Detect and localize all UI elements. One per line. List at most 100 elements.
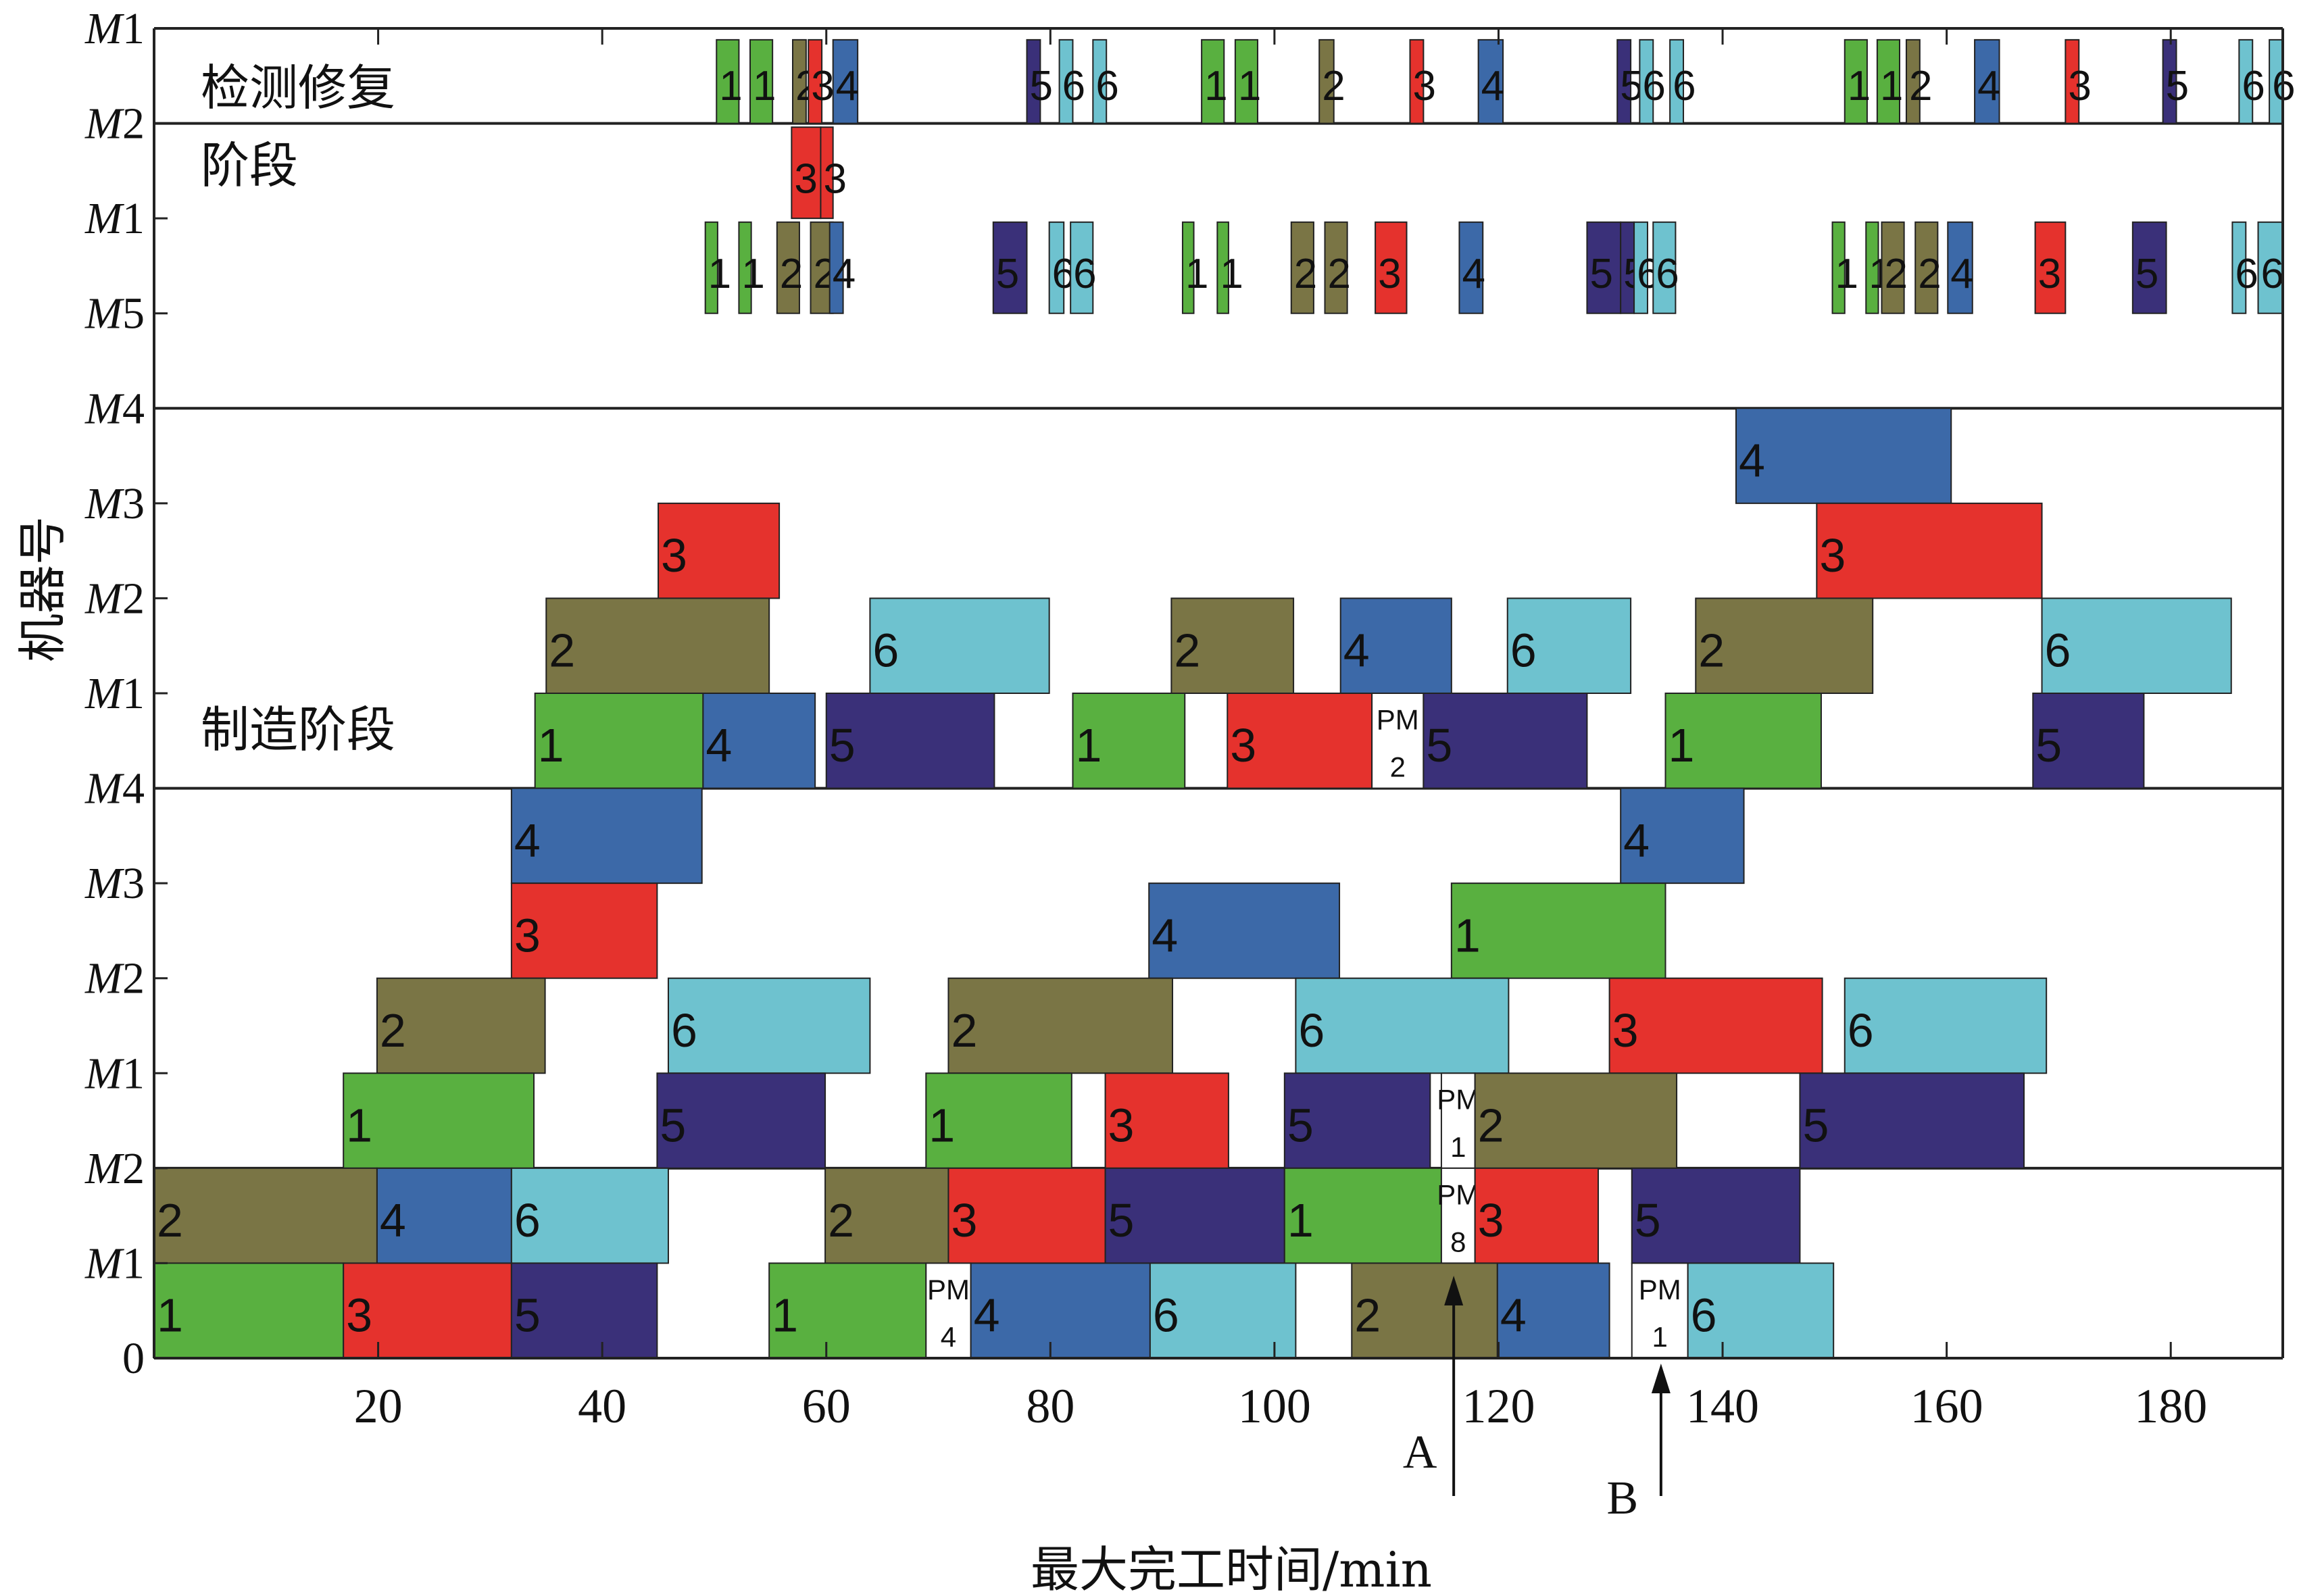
job-label-13-6: 6 xyxy=(1153,1289,1179,1342)
job-bar-10-3 xyxy=(1295,977,1510,1074)
job-label-2-23: 3 xyxy=(2038,251,2061,297)
job-label-11-3: 3 xyxy=(1108,1099,1135,1151)
job-label-5-0: 3 xyxy=(661,529,687,582)
job-bar-2-1 xyxy=(738,221,752,314)
job-bar-0-12 xyxy=(1477,39,1504,124)
y-tick-letter-1: M xyxy=(84,99,125,149)
job-label-2-4: 4 xyxy=(833,251,856,297)
job-label-13-1: 3 xyxy=(346,1289,372,1342)
annotation-layer: AB xyxy=(1403,1276,1671,1524)
pm-number-11-5: 1 xyxy=(1450,1131,1466,1163)
job-bar-10-5 xyxy=(1844,977,2048,1074)
job-bar-13-1 xyxy=(343,1262,512,1360)
job-label-7-3: 1 xyxy=(1075,719,1102,772)
y-tick-number-5: 3 xyxy=(122,479,145,528)
job-bar-0-7 xyxy=(1092,39,1108,124)
pm-number-13-4: 4 xyxy=(941,1321,956,1353)
job-bar-0-18 xyxy=(1905,39,1921,124)
job-label-10-1: 6 xyxy=(671,1004,697,1057)
job-bar-11-6 xyxy=(1474,1072,1678,1169)
job-label-2-22: 4 xyxy=(1950,251,1973,297)
job-bar-0-6 xyxy=(1058,39,1074,124)
job-bar-2-20 xyxy=(1881,221,1905,314)
y-tick-letter-5: M xyxy=(84,479,125,528)
job-label-13-10: 6 xyxy=(1691,1289,1717,1342)
job-bar-7-6 xyxy=(1423,693,1588,789)
job-label-13-5: 4 xyxy=(974,1289,1000,1342)
job-label-8-1: 4 xyxy=(1623,814,1650,867)
job-label-0-6: 6 xyxy=(1062,63,1085,109)
job-label-7-8: 5 xyxy=(2035,719,2062,772)
job-label-2-25: 6 xyxy=(2235,251,2258,297)
job-label-11-7: 5 xyxy=(1802,1099,1829,1151)
job-bar-2-18 xyxy=(1831,221,1846,314)
job-label-1-1: 3 xyxy=(823,155,846,202)
job-label-11-4: 5 xyxy=(1287,1099,1314,1151)
x-tick-label-7: 160 xyxy=(1910,1379,1983,1433)
job-bar-9-2 xyxy=(1450,882,1666,979)
job-label-2-9: 1 xyxy=(1220,251,1243,297)
job-label-0-4: 4 xyxy=(836,63,859,109)
job-bar-2-14 xyxy=(1586,221,1622,314)
y-tick-letter-6: M xyxy=(84,574,125,623)
job-label-10-3: 6 xyxy=(1298,1004,1325,1057)
y-tick-number-14: 0 xyxy=(122,1334,145,1383)
job-label-2-8: 1 xyxy=(1185,251,1208,297)
job-label-2-12: 3 xyxy=(1378,251,1401,297)
y-tick-number-13: 1 xyxy=(122,1239,145,1288)
job-label-12-8: 3 xyxy=(1478,1194,1504,1247)
job-label-2-18: 1 xyxy=(1835,251,1858,297)
job-label-11-6: 2 xyxy=(1478,1099,1504,1151)
x-tick-label-8: 180 xyxy=(2134,1379,2207,1433)
job-label-0-11: 3 xyxy=(1413,63,1436,109)
job-bar-0-22 xyxy=(2238,39,2254,124)
y-tick-label-3: M5 xyxy=(84,289,145,339)
job-bar-0-19 xyxy=(1974,39,2000,124)
job-bar-2-19 xyxy=(1865,221,1879,314)
job-bar-6-3 xyxy=(1339,597,1452,695)
job-label-11-2: 1 xyxy=(929,1099,955,1151)
job-bar-2-13 xyxy=(1458,221,1484,314)
job-bar-7-4 xyxy=(1227,693,1373,789)
x-tick-label-2: 60 xyxy=(802,1379,851,1433)
annotation-label-A: A xyxy=(1403,1426,1437,1478)
x-tick-label-4: 100 xyxy=(1238,1379,1311,1433)
job-label-0-22: 6 xyxy=(2242,63,2265,109)
y-tick-label-6: M2 xyxy=(84,574,145,623)
job-label-6-1: 6 xyxy=(872,624,899,677)
job-bar-2-25 xyxy=(2231,221,2247,314)
job-label-5-1: 3 xyxy=(1819,529,1846,582)
job-label-9-0: 3 xyxy=(514,909,541,962)
y-tick-letter-0: M xyxy=(84,4,125,53)
job-label-0-8: 1 xyxy=(1204,63,1227,109)
job-bar-0-21 xyxy=(2162,39,2177,124)
job-bar-0-0 xyxy=(716,39,740,124)
job-label-2-7: 6 xyxy=(1073,251,1096,297)
job-bar-13-10 xyxy=(1687,1262,1835,1360)
y-tick-letter-3: M xyxy=(84,289,125,339)
job-label-2-17: 6 xyxy=(1656,251,1679,297)
job-label-2-14: 5 xyxy=(1589,251,1612,297)
job-bar-6-2 xyxy=(1170,597,1295,695)
job-label-10-4: 3 xyxy=(1612,1004,1639,1057)
job-bar-2-16 xyxy=(1633,221,1648,314)
job-bar-2-21 xyxy=(1914,221,1939,314)
job-bar-0-16 xyxy=(1844,39,1868,124)
job-label-9-1: 4 xyxy=(1152,909,1178,962)
job-bar-7-8 xyxy=(2032,693,2145,789)
job-bar-12-0 xyxy=(153,1167,378,1264)
job-bar-11-2 xyxy=(925,1072,1072,1169)
job-label-0-7: 6 xyxy=(1095,63,1118,109)
y-tick-number-9: 3 xyxy=(122,859,145,908)
pm-label-12-7: PM xyxy=(1437,1178,1479,1210)
job-label-2-0: 1 xyxy=(708,251,731,297)
job-bar-11-4 xyxy=(1283,1072,1431,1169)
y-tick-label-5: M3 xyxy=(84,479,145,528)
y-tick-number-10: 2 xyxy=(122,954,145,1003)
job-label-0-0: 1 xyxy=(719,63,742,109)
y-tick-label-13: M1 xyxy=(84,1239,145,1288)
job-bar-9-1 xyxy=(1148,882,1341,979)
job-label-11-1: 5 xyxy=(660,1099,686,1151)
job-label-2-24: 5 xyxy=(2135,251,2158,297)
job-bar-9-0 xyxy=(510,882,658,979)
